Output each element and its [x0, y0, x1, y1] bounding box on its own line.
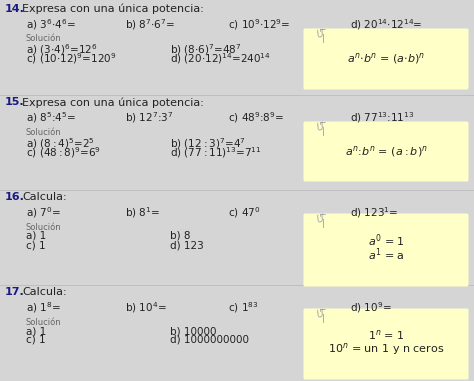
Text: $a^0$ = 1: $a^0$ = 1: [367, 233, 404, 249]
Text: $1^n$ = 1: $1^n$ = 1: [368, 328, 404, 342]
Text: a) $8^5$:$4^5$=: a) $8^5$:$4^5$=: [26, 110, 76, 125]
Text: a) $(3{\cdot}4)^6$=$12^6$: a) $(3{\cdot}4)^6$=$12^6$: [26, 42, 98, 57]
Text: c) $10^9$$\cdot$$12^9$=: c) $10^9$$\cdot$$12^9$=: [228, 17, 291, 32]
Text: $a^1$ = a: $a^1$ = a: [368, 247, 404, 263]
Text: 17.: 17.: [5, 287, 25, 297]
Text: c) 1: c) 1: [26, 240, 46, 250]
Text: d) $10^9$=: d) $10^9$=: [350, 300, 392, 315]
Text: c) $48^9$:$8^9$=: c) $48^9$:$8^9$=: [228, 110, 284, 125]
Text: c) $(48{:}8)^9$=$6^9$: c) $(48{:}8)^9$=$6^9$: [26, 145, 101, 160]
Text: b) 8: b) 8: [170, 231, 191, 241]
FancyBboxPatch shape: [303, 29, 468, 90]
FancyBboxPatch shape: [303, 213, 468, 287]
Text: a) $7^0$=: a) $7^0$=: [26, 205, 61, 220]
Text: b) $(8{\cdot}6)^7$=$48^7$: b) $(8{\cdot}6)^7$=$48^7$: [170, 42, 242, 57]
Text: b) $12^7$:$3^7$: b) $12^7$:$3^7$: [125, 110, 173, 125]
Text: a) 1: a) 1: [26, 326, 46, 336]
Text: d) 1000000000: d) 1000000000: [170, 335, 249, 345]
Text: U: U: [315, 213, 325, 224]
Text: $10^n$ = un 1 y n ceros: $10^n$ = un 1 y n ceros: [328, 341, 444, 357]
Text: b) $8^1$=: b) $8^1$=: [125, 205, 160, 220]
Text: U: U: [315, 308, 325, 320]
Text: Solución: Solución: [26, 318, 62, 327]
Text: U: U: [315, 28, 325, 40]
Text: $a^n$$\cdot$$b^n$ = $(a{\cdot}b)^n$: $a^n$$\cdot$$b^n$ = $(a{\cdot}b)^n$: [347, 51, 425, 67]
Text: 16.: 16.: [5, 192, 25, 202]
Text: c) $1^{83}$: c) $1^{83}$: [228, 300, 258, 315]
Text: a) $3^6$$\cdot$$4^6$=: a) $3^6$$\cdot$$4^6$=: [26, 17, 76, 32]
Text: a) 1: a) 1: [26, 231, 46, 241]
Text: U: U: [315, 121, 325, 133]
Text: c) $47^0$: c) $47^0$: [228, 205, 261, 220]
Text: c) 1: c) 1: [26, 335, 46, 345]
Text: Solución: Solución: [26, 34, 62, 43]
Text: d) $20^{14}$$\cdot$$12^{14}$=: d) $20^{14}$$\cdot$$12^{14}$=: [350, 17, 422, 32]
Text: d) $(20{\cdot}12)^{14}$=$240^{14}$: d) $(20{\cdot}12)^{14}$=$240^{14}$: [170, 51, 271, 66]
FancyBboxPatch shape: [303, 122, 468, 181]
Text: b) $10^4$=: b) $10^4$=: [125, 300, 167, 315]
Text: d) $77^{13}$:$11^{13}$: d) $77^{13}$:$11^{13}$: [350, 110, 414, 125]
Text: a) $1^8$=: a) $1^8$=: [26, 300, 61, 315]
Text: Expresa con una única potencia:: Expresa con una única potencia:: [22, 97, 204, 107]
Text: 15.: 15.: [5, 97, 25, 107]
Text: c) $(10{\cdot}12)^9$=$120^9$: c) $(10{\cdot}12)^9$=$120^9$: [26, 51, 117, 66]
Text: d) 123: d) 123: [170, 240, 204, 250]
Text: ⌐
|: ⌐ |: [319, 26, 327, 43]
Text: ⌐
|: ⌐ |: [319, 306, 327, 323]
Text: Expresa con una única potencia:: Expresa con una única potencia:: [22, 4, 204, 14]
Text: ⌐
|: ⌐ |: [319, 119, 327, 136]
Text: d) $(77{:}11)^{13}$=$7^{11}$: d) $(77{:}11)^{13}$=$7^{11}$: [170, 145, 262, 160]
Text: b) 10000: b) 10000: [170, 326, 217, 336]
Text: b) $(12{:}3)^7$=$4^7$: b) $(12{:}3)^7$=$4^7$: [170, 136, 246, 151]
Text: a) $(8{:}4)^5$=$2^5$: a) $(8{:}4)^5$=$2^5$: [26, 136, 95, 151]
Text: Solución: Solución: [26, 128, 62, 137]
FancyBboxPatch shape: [303, 309, 468, 379]
Text: ⌐
|: ⌐ |: [319, 211, 327, 227]
Text: b) $8^7$$\cdot$$6^7$=: b) $8^7$$\cdot$$6^7$=: [125, 17, 175, 32]
Text: 14.: 14.: [5, 4, 25, 14]
Text: Solución: Solución: [26, 223, 62, 232]
Text: d) $123^1$=: d) $123^1$=: [350, 205, 398, 220]
Text: $a^n$:$b^n$ = $(a{:}b)^n$: $a^n$:$b^n$ = $(a{:}b)^n$: [345, 144, 428, 159]
Text: Calcula:: Calcula:: [22, 287, 67, 297]
Text: Calcula:: Calcula:: [22, 192, 67, 202]
